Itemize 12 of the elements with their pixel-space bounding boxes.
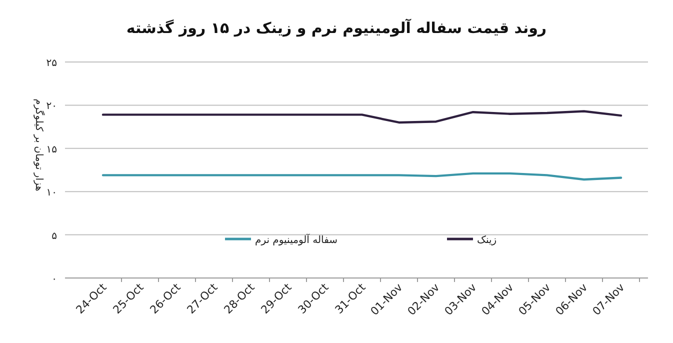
y-axis-title: هزار تومان بر کیلوگرم [33, 98, 45, 192]
line-series [102, 110, 622, 124]
y-tick-label: ۵ [52, 230, 57, 242]
legend-label: زینک [477, 235, 497, 246]
y-tick-label: ۱۰ [46, 188, 57, 199]
y-tick-label: ۲۵ [46, 58, 57, 69]
line-series [102, 172, 622, 181]
chart-title: روند قیمت سفاله آلومینیوم نرم و زینک در ۱۵ روز گذشته [126, 18, 547, 37]
y-tick-label: ۱۵ [46, 144, 57, 156]
y-tick-label: ۰ [52, 274, 57, 285]
legend-label: سفاله آلومینیوم نرم [255, 233, 338, 246]
y-tick-label: ۲۰ [46, 101, 57, 112]
